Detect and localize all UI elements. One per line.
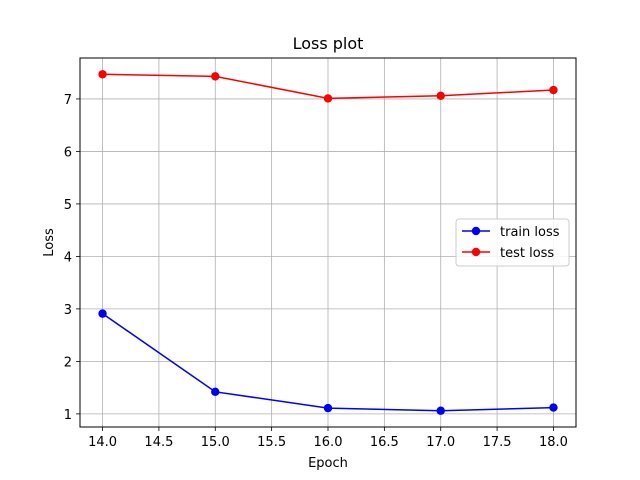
legend-marker [471, 226, 481, 236]
x-tick-label: 17.5 [483, 435, 512, 450]
chart-title: Loss plot [293, 34, 364, 53]
x-tick-label: 14.5 [144, 435, 173, 450]
legend-item-test-loss: test loss [462, 246, 554, 261]
x-axis-ticks: 14.0 14.5 15.0 15.5 16.0 16.5 17.0 17.5 18.0 [88, 427, 568, 450]
test-loss-point [211, 72, 220, 81]
legend-marker [471, 247, 481, 257]
series-train-loss [98, 309, 558, 415]
test-loss-point [98, 70, 107, 79]
y-tick-label: 4 [64, 250, 72, 265]
train-loss-point [98, 309, 107, 318]
x-tick-label: 16.0 [314, 435, 343, 450]
series-test-loss [98, 70, 558, 103]
y-tick-label: 1 [64, 408, 72, 423]
y-tick-label: 7 [64, 93, 72, 108]
x-tick-label: 15.5 [257, 435, 286, 450]
train-loss-point [549, 403, 558, 412]
train-loss-point [436, 406, 445, 415]
y-axis-ticks: 1 2 3 4 5 6 7 [64, 93, 80, 423]
test-loss-point [436, 91, 445, 100]
legend-label: test loss [500, 246, 554, 261]
legend-label: train loss [500, 225, 560, 240]
x-tick-label: 16.5 [370, 435, 399, 450]
legend: train loss test loss [455, 218, 570, 267]
y-tick-label: 2 [64, 355, 72, 370]
legend-item-train-loss: train loss [462, 225, 560, 240]
y-tick-label: 3 [64, 303, 72, 318]
x-tick-label: 14.0 [88, 435, 117, 450]
train-loss-point [211, 387, 220, 397]
x-tick-label: 15.0 [201, 435, 230, 450]
series-layer [98, 70, 558, 415]
y-tick-label: 6 [64, 145, 72, 160]
y-tick-label: 5 [64, 198, 72, 213]
grid [80, 58, 576, 427]
x-tick-label: 17.0 [426, 435, 455, 450]
x-axis-label: Epoch [308, 456, 348, 471]
test-loss-point [549, 85, 558, 95]
train-loss-point [323, 403, 333, 413]
test-loss-point [323, 94, 333, 103]
x-tick-label: 18.0 [539, 435, 568, 450]
y-axis-label: Loss [42, 228, 57, 257]
